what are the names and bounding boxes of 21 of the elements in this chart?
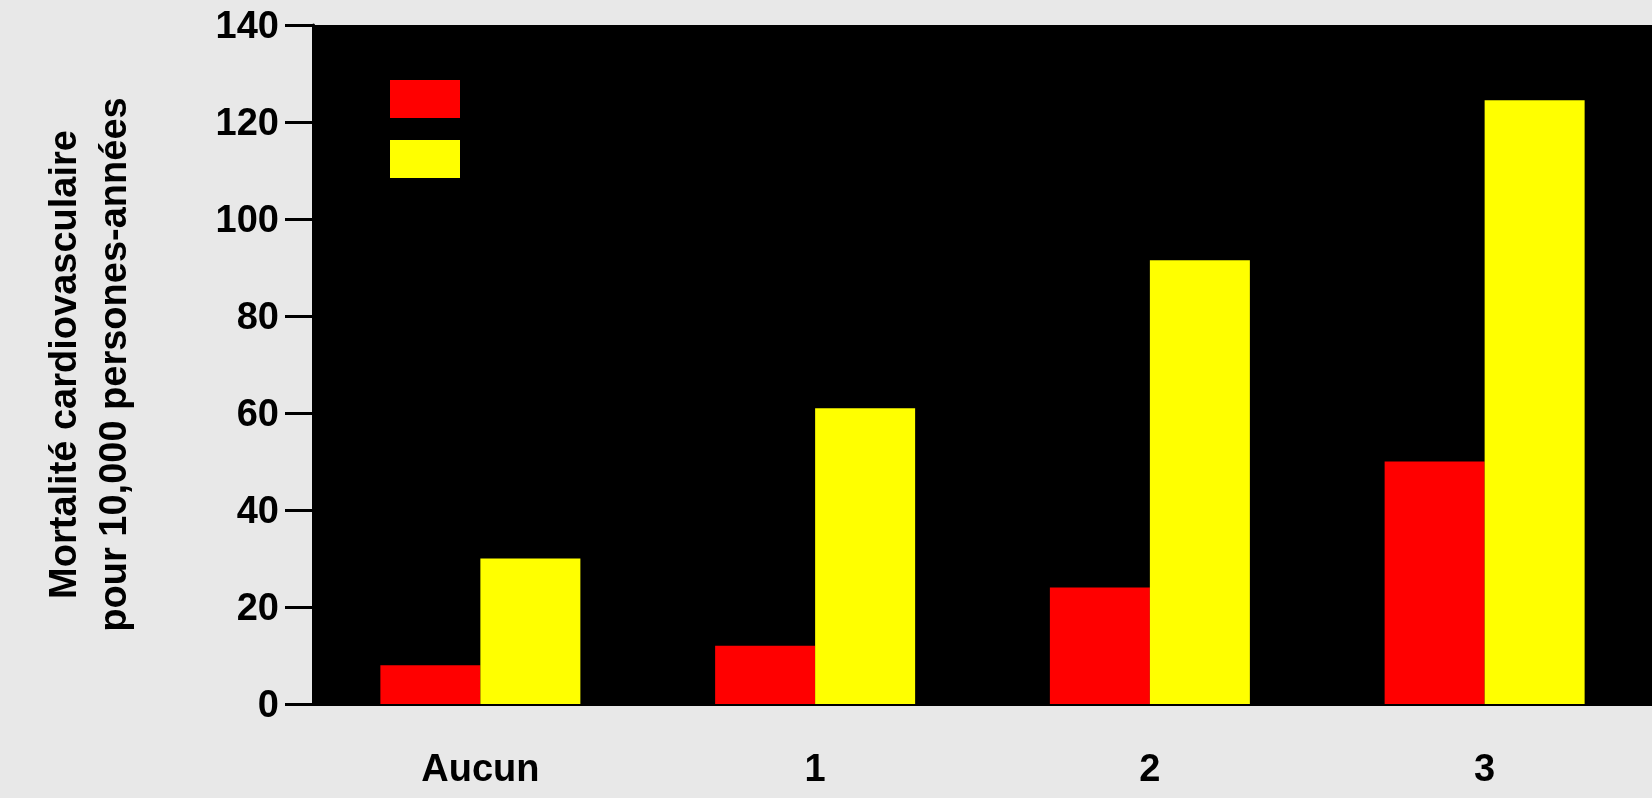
- y-tick-label: 0: [257, 683, 279, 725]
- x-tick-label: 2: [1139, 747, 1161, 789]
- y-tick-label: 140: [215, 4, 279, 46]
- bar: [1384, 461, 1485, 704]
- y-tick-label: 60: [236, 392, 279, 434]
- y-tick-label: 80: [236, 295, 279, 337]
- bar: [1149, 260, 1250, 704]
- x-tick-label: 3: [1474, 747, 1496, 789]
- bar: [1049, 587, 1150, 704]
- y-tick-label: 20: [236, 586, 279, 628]
- y-tick-label: 40: [236, 489, 279, 531]
- bar: [815, 408, 916, 704]
- y-tick-label: 120: [215, 101, 279, 143]
- y-axis-title: Mortalité cardiovasculaire pour 10,000 persones-années: [42, 97, 134, 632]
- bar: [480, 558, 581, 704]
- x-tick-label: 1: [804, 747, 826, 789]
- bar: [1484, 100, 1585, 704]
- bar: [715, 645, 816, 704]
- bar: [380, 665, 481, 704]
- x-tick-label: Aucun: [421, 747, 540, 789]
- y-tick-label: 100: [215, 198, 279, 240]
